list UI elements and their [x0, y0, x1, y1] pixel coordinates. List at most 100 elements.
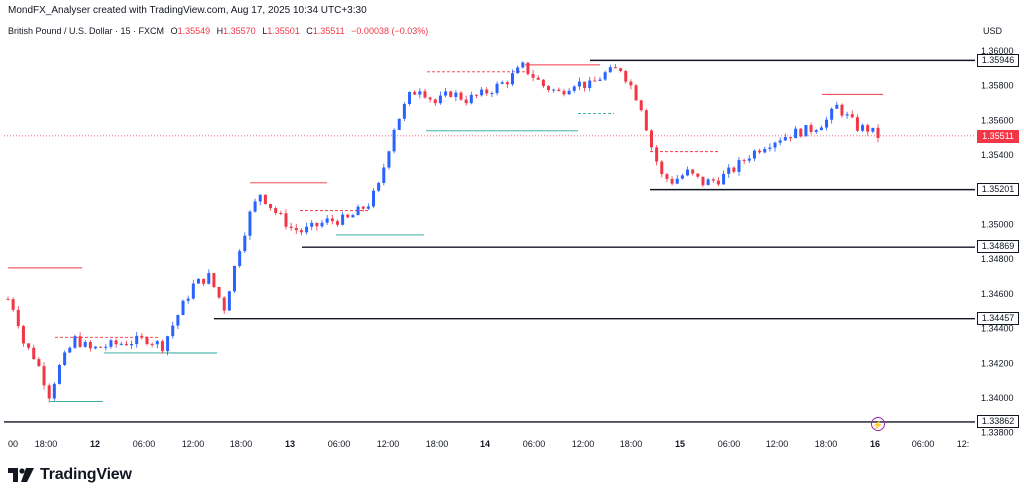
candle-body: [47, 385, 51, 399]
last-price-flag: 1.35511: [977, 130, 1019, 143]
time-tick-label: 18:00: [230, 439, 253, 449]
time-tick-label: 06:00: [133, 439, 156, 449]
level-flag-5: 1.33862: [977, 415, 1019, 428]
candle-body: [305, 226, 309, 233]
time-tick-label: 12: [90, 439, 100, 449]
candle-body: [423, 91, 427, 98]
symbol-name[interactable]: British Pound / U.S. Dollar · 15 · FXCM: [8, 26, 165, 36]
time-tick-label: 18:00: [35, 439, 58, 449]
tradingview-logo[interactable]: TradingView: [8, 466, 132, 484]
price-tick-label: 1.34800: [981, 254, 1014, 264]
candle-body: [701, 176, 705, 186]
candle-body: [737, 160, 741, 172]
price-tick-label: 1.34000: [981, 393, 1014, 403]
tradingview-logo-icon: [8, 468, 34, 482]
candle-body: [490, 93, 494, 95]
candle-body: [485, 89, 489, 94]
candle-body: [408, 91, 412, 105]
time-tick-label: 16: [870, 439, 880, 449]
symbol-legend: British Pound / U.S. Dollar · 15 · FXCM …: [8, 26, 428, 36]
candle-body: [706, 179, 710, 186]
candle-body: [763, 148, 767, 153]
candle-body: [315, 222, 319, 227]
candle-body: [176, 315, 180, 326]
candle-body: [63, 352, 67, 365]
chart-attribution: MondFX_Analyser created with TradingView…: [8, 5, 367, 16]
candle-body: [480, 89, 484, 96]
candle-body: [603, 72, 607, 80]
candle-body: [428, 97, 432, 100]
candle-body: [814, 130, 818, 132]
candle-body: [588, 80, 592, 89]
candle-body: [160, 341, 164, 352]
candle-body: [727, 167, 731, 174]
candle-body: [572, 86, 576, 91]
candle-body: [541, 79, 545, 87]
level-flag-3: 1.34869: [977, 240, 1019, 253]
candle-body: [94, 346, 98, 349]
candle-body: [341, 214, 345, 225]
candle-body: [809, 125, 813, 132]
price-tick-label: 1.35600: [981, 115, 1014, 125]
candle-body: [871, 127, 875, 132]
candle-body: [500, 82, 504, 84]
currency-label[interactable]: USD: [983, 26, 1003, 36]
candle-body: [521, 62, 525, 68]
change-value: −0.00038 (−0.03%): [351, 26, 429, 36]
candle-body: [510, 73, 514, 85]
candle-body: [238, 251, 242, 267]
candle-body: [711, 179, 715, 181]
time-tick-label: 18:00: [620, 439, 643, 449]
price-tick-label: 1.35000: [981, 220, 1014, 230]
open-label: O: [170, 26, 178, 36]
candle-body: [279, 212, 283, 214]
candle-body: [207, 273, 211, 284]
candle-body: [418, 91, 422, 95]
candle-body: [649, 130, 653, 148]
candle-layer: [6, 61, 880, 403]
candle-body: [536, 77, 540, 80]
candle-body: [773, 142, 777, 148]
candle-body: [114, 340, 118, 345]
candle-body: [433, 99, 437, 104]
time-tick-label: 12:00: [377, 439, 400, 449]
candle-body: [552, 89, 556, 91]
candle-body: [855, 117, 859, 131]
price-tick-label: 1.35400: [981, 150, 1014, 160]
candle-body: [217, 287, 221, 298]
zone-layer: [8, 64, 883, 402]
candle-body: [474, 94, 478, 96]
candle-body: [619, 68, 623, 72]
candle-body: [557, 89, 561, 91]
time-axis: 00 18:00 12 06:00 12:00 18:00 13 06:00 12:00 18:0…: [8, 439, 969, 449]
candle-body: [680, 175, 684, 179]
candle-body: [248, 211, 252, 236]
level-flag-4: 1.34457: [977, 312, 1019, 325]
candle-body: [402, 104, 406, 119]
candle-body: [644, 110, 648, 131]
candle-body: [613, 67, 617, 69]
candle-body: [27, 343, 31, 348]
candle-body: [37, 359, 41, 367]
lightning-icon[interactable]: ⚡: [871, 417, 885, 431]
candle-body: [274, 208, 278, 213]
candle-body: [191, 283, 195, 299]
candle-body: [495, 83, 499, 94]
high-value: 1.35570: [223, 26, 256, 36]
close-value: 1.35511: [312, 26, 345, 36]
candle-body: [11, 299, 15, 310]
candle-body: [130, 344, 134, 346]
candle-body: [222, 297, 226, 311]
candle-body: [202, 278, 206, 284]
candle-body: [310, 222, 314, 227]
candle-body: [526, 62, 530, 75]
candle-body: [732, 167, 736, 172]
price-tick-label: 1.36000: [981, 46, 1014, 56]
candle-body: [150, 343, 154, 345]
candle-body: [346, 214, 350, 218]
candle-body: [413, 91, 417, 95]
candle-body: [660, 161, 664, 175]
candle-body: [747, 158, 751, 161]
candle-body: [351, 215, 355, 218]
